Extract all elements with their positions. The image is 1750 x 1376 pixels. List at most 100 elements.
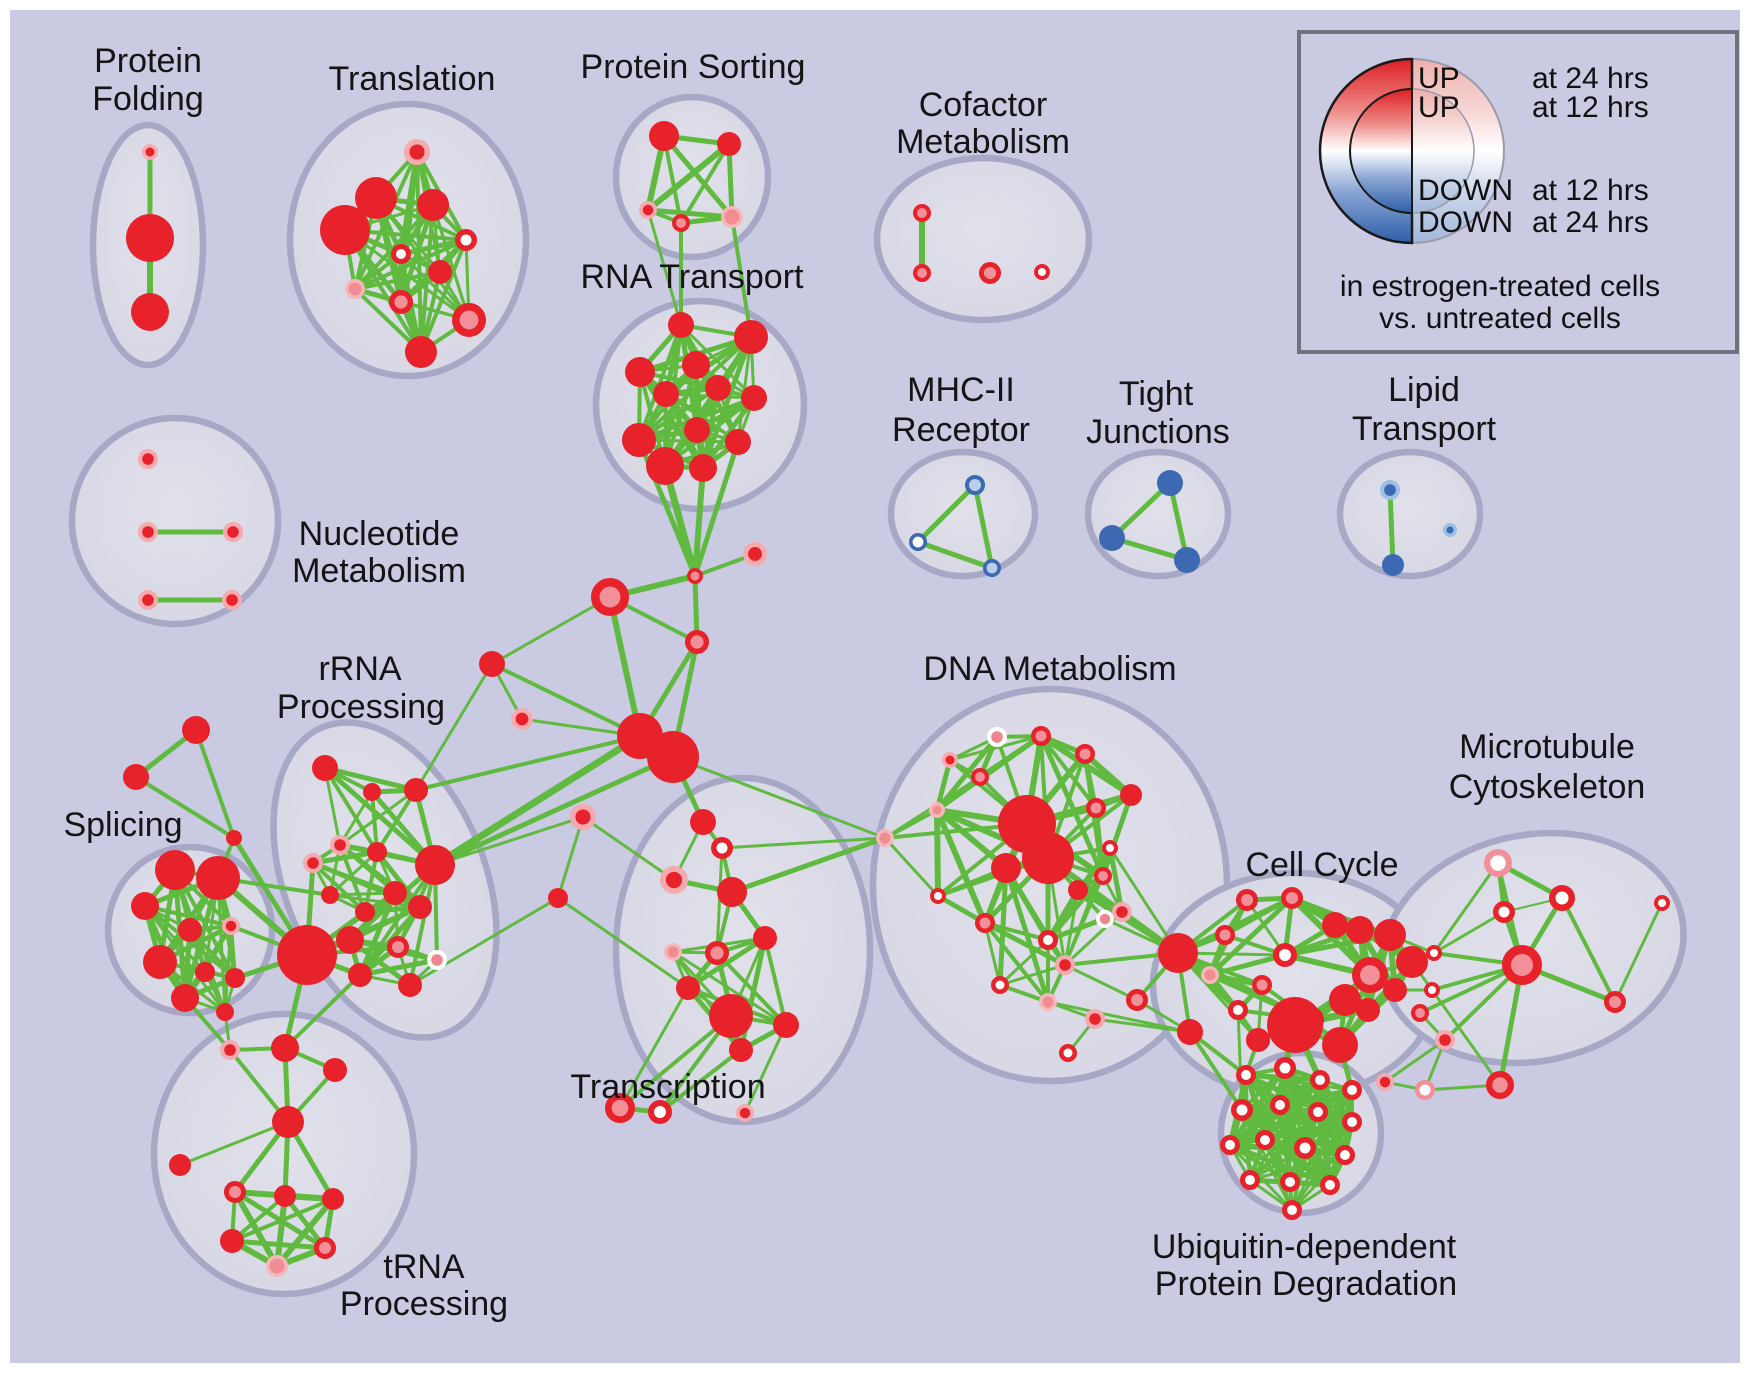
cluster-protein-folding-label-line-1: Folding xyxy=(92,80,204,118)
edge-rr3-rr4 xyxy=(338,788,418,847)
node-ub1 xyxy=(1236,1065,1256,1085)
node-cc9 xyxy=(1329,984,1361,1016)
edge-tc9-tc14 xyxy=(618,986,690,1110)
node-dm6 xyxy=(1120,784,1142,806)
node-pf1 xyxy=(142,144,158,160)
node-cc4 xyxy=(1322,912,1348,938)
node-pf2 xyxy=(126,214,174,262)
node-tc14 xyxy=(605,1093,635,1123)
node-ps1 xyxy=(649,121,679,151)
node-sp1 xyxy=(155,850,195,890)
legend-direction-1: UP xyxy=(1418,91,1460,124)
node-tn9 xyxy=(220,1229,244,1253)
node-tj1 xyxy=(1157,470,1183,496)
edge-tc4-dm0 xyxy=(729,835,888,895)
node-dm13 xyxy=(930,888,946,904)
node-tn6 xyxy=(224,1180,247,1203)
node-dm18 xyxy=(1039,993,1057,1011)
node-tc12 xyxy=(729,1038,753,1062)
legend-time-0: at 24 hrs xyxy=(1532,62,1649,95)
node-tn4 xyxy=(272,1106,304,1138)
node-ub11 xyxy=(1294,1137,1316,1159)
node-mt3 xyxy=(1493,901,1515,923)
node-ub4 xyxy=(1342,1080,1362,1100)
edge-cc3-cc17 xyxy=(1223,896,1294,937)
edge-t5-t6 xyxy=(398,237,469,257)
node-dm28 xyxy=(1084,1008,1105,1029)
node-ps2 xyxy=(717,132,741,156)
edge-rt7-rt12 xyxy=(700,395,757,471)
node-mt13 xyxy=(1654,895,1670,911)
node-tc9 xyxy=(676,976,700,1000)
node-t2 xyxy=(355,177,397,219)
node-mt8 xyxy=(1434,1029,1455,1050)
node-rr8 xyxy=(383,881,407,905)
node-cc1 xyxy=(1158,933,1198,973)
node-dm27 xyxy=(1096,910,1115,929)
legend: UP at 24 hrs UP at 12 hrs DOWN at 12 hrs DOWN a… xyxy=(1297,30,1739,354)
node-tc16 xyxy=(736,1104,755,1123)
node-nm5 xyxy=(222,589,243,610)
edge-tn9-tn10 xyxy=(229,1238,328,1251)
edge-tc3-tc5 xyxy=(581,815,676,882)
node-sp9 xyxy=(171,984,199,1012)
node-t9 xyxy=(389,290,414,315)
edge-rr7-tc5 xyxy=(433,815,585,867)
edge-tc6-tc9 xyxy=(556,896,690,990)
node-rr5 xyxy=(303,852,324,873)
edge-tc11-tc13 xyxy=(671,950,788,1027)
edge-ps2-ps4 xyxy=(679,142,731,225)
cluster-nucleotide-metabolism-ellipse xyxy=(68,414,282,628)
edge-tn8-tn9 xyxy=(230,1197,335,1243)
edge-ps1-ps5 xyxy=(661,133,735,220)
node-jb xyxy=(591,578,630,617)
edge-ub3-ub5 xyxy=(1240,1078,1322,1112)
node-rt3 xyxy=(625,357,655,387)
edge-rr14-rr16 xyxy=(357,957,440,978)
node-sp10 xyxy=(216,1003,234,1021)
cluster-nucleotide-metabolism-label-line-1: Metabolism xyxy=(292,552,466,590)
node-nm4 xyxy=(138,589,159,610)
node-rr7 xyxy=(415,845,455,885)
cluster-lipid-transport-ellipse xyxy=(1336,448,1484,580)
node-sp6 xyxy=(143,945,177,979)
cluster-trna-processing-label-line-0: tRNA xyxy=(383,1248,465,1286)
node-sp2 xyxy=(196,856,240,900)
edge-dm14-dm16 xyxy=(982,920,1068,968)
node-cm3 xyxy=(978,262,1001,285)
edge-mx2-mt11 xyxy=(1430,988,1502,1087)
node-tc4 xyxy=(717,877,747,907)
node-dm5 xyxy=(929,802,945,818)
node-m2 xyxy=(908,532,927,551)
legend-direction-3: DOWN xyxy=(1418,206,1513,239)
node-tc5 xyxy=(569,803,596,830)
node-tn11 xyxy=(266,1255,288,1277)
edge-t3-t10 xyxy=(431,203,471,322)
legend-time-1: at 12 hrs xyxy=(1532,91,1649,124)
node-cc6 xyxy=(1374,919,1406,951)
node-rt4 xyxy=(682,351,710,379)
node-ub9 xyxy=(1220,1135,1240,1155)
edge-cx2-ub5 xyxy=(1188,1030,1244,1112)
edge-ps2-ps5 xyxy=(726,141,735,220)
cluster-tight-junctions-ellipse xyxy=(1084,448,1232,580)
edge-tr2-tr3 xyxy=(134,775,236,840)
node-cc16 xyxy=(1322,1027,1358,1063)
node-nm1 xyxy=(138,449,159,470)
node-sp4 xyxy=(178,918,202,942)
legend-inner-left-half xyxy=(1349,87,1413,215)
node-dm2 xyxy=(1031,726,1051,746)
cluster-rrna-processing-label-line-0: rRNA xyxy=(318,650,401,688)
node-rr1 xyxy=(312,755,338,781)
edge-dm25-dm16 xyxy=(1063,888,1080,967)
edge-ub4-ub6 xyxy=(1277,1087,1355,1108)
node-ps3 xyxy=(639,200,658,219)
edge-rr17-rr7 xyxy=(408,863,437,987)
edge-cx2-dm18 xyxy=(1046,1000,1192,1034)
edge-mt6-mt13 xyxy=(1613,901,1664,1004)
edge-rr1-rr4 xyxy=(323,766,342,847)
edge-rr2-rr4 xyxy=(338,790,374,847)
edge-jb-h1 xyxy=(607,594,643,739)
node-cc12 xyxy=(1252,975,1272,995)
